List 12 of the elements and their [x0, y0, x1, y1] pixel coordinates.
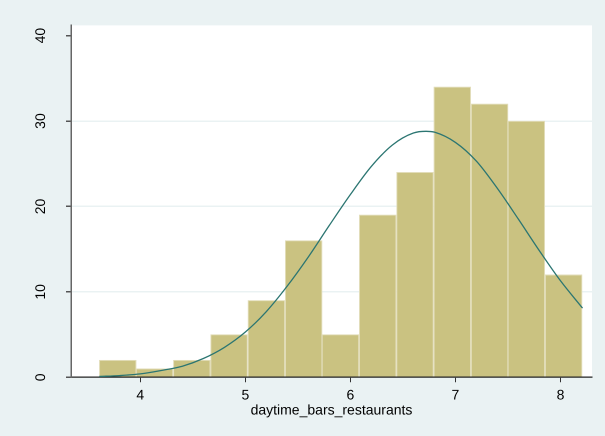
y-tick-label: 10 — [32, 284, 48, 300]
y-tick-label: 20 — [32, 198, 48, 214]
x-tick-label: 4 — [136, 386, 144, 403]
y-tick-label: 0 — [32, 373, 48, 382]
y-tick-label: 40 — [32, 28, 48, 44]
x-axis-title: daytime_bars_restaurants — [250, 401, 412, 418]
x-tick-label: 7 — [452, 386, 460, 403]
x-tick-label: 6 — [346, 386, 355, 403]
x-tick-label: 8 — [556, 386, 565, 403]
y-tick-label: 30 — [32, 113, 48, 129]
line-series — [98, 130, 584, 378]
x-tick-label: 5 — [241, 386, 250, 403]
